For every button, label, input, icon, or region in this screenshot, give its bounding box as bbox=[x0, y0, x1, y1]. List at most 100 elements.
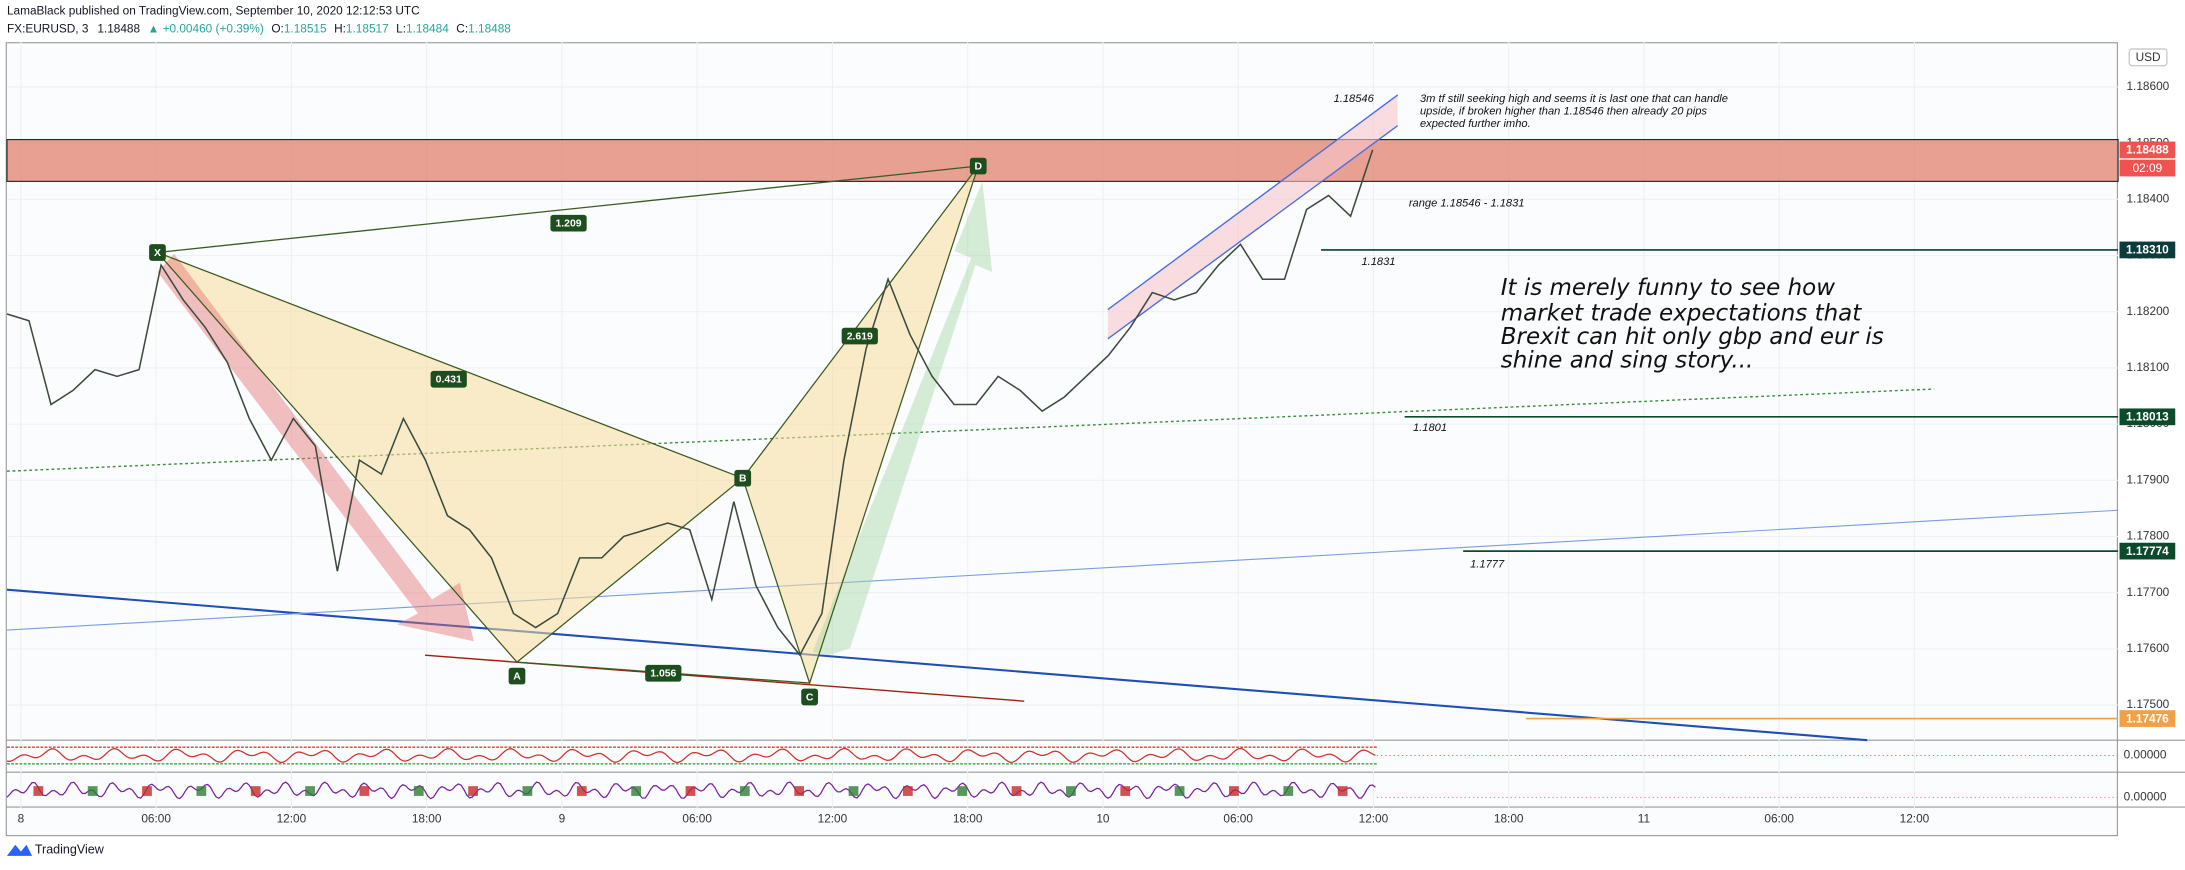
point-label: A bbox=[513, 672, 521, 683]
comment-line: It is merely funny to see how bbox=[1501, 275, 1835, 301]
y-tick-label: 1.18400 bbox=[2126, 191, 2169, 205]
channel-line bbox=[1107, 125, 1399, 340]
x-tick-label: 12:00 bbox=[818, 812, 848, 826]
point-label: C bbox=[806, 692, 814, 703]
countdown-box bbox=[2119, 159, 2176, 177]
o-label: O: bbox=[271, 22, 283, 36]
signal-box bbox=[468, 786, 478, 796]
grid bbox=[6, 42, 2119, 809]
point-box bbox=[508, 667, 526, 685]
x-tick-label: 18:00 bbox=[412, 812, 442, 826]
comment-line: Brexit can hit only gbp and eur is bbox=[1501, 324, 1884, 350]
signal-box bbox=[631, 786, 642, 796]
signal-box bbox=[794, 786, 805, 796]
signal-box bbox=[1337, 786, 1348, 796]
ratio-label: 2.619 bbox=[847, 332, 873, 343]
price-layer bbox=[6, 149, 2119, 720]
note-line: upside, if broken higher than 1.18546 th… bbox=[1420, 106, 1707, 118]
annotation: range 1.18546 - 1.1831 bbox=[1409, 198, 1525, 210]
pattern-xab bbox=[157, 252, 743, 663]
signal-box bbox=[1174, 786, 1185, 796]
y-tick-label: 1.18200 bbox=[2126, 304, 2169, 318]
y-tick-label: 1.18600 bbox=[2126, 79, 2169, 93]
note-line: 3m tf still seeking high and seems it is… bbox=[1420, 93, 1728, 105]
x-tick-label: 8 bbox=[18, 812, 25, 826]
channel-fill bbox=[1107, 94, 1398, 339]
signal-box bbox=[522, 786, 533, 796]
signal-box bbox=[1229, 786, 1239, 796]
countdown: 02:09 bbox=[2133, 161, 2163, 175]
price-label: 1.18013 bbox=[2126, 410, 2169, 424]
point-label: B bbox=[739, 474, 747, 485]
price-label: 1.17476 bbox=[2126, 711, 2169, 725]
x-tick-label: 18:00 bbox=[1494, 812, 1524, 826]
signal-box bbox=[359, 786, 370, 796]
signal-box bbox=[250, 786, 261, 796]
annotation: 1.1801 bbox=[1413, 422, 1447, 434]
signal-box bbox=[1066, 786, 1076, 796]
c-label: C: bbox=[456, 22, 468, 36]
point-label: D bbox=[974, 162, 982, 173]
symbol: FX:EURUSD, 3 1.18488 ▲ +0.00460 (+0.39%)… bbox=[7, 22, 511, 36]
price-label-box bbox=[2119, 542, 2176, 560]
indicator-tick-label: 0.00000 bbox=[2124, 789, 2167, 803]
trend-line bbox=[6, 509, 2119, 631]
ratio-label: 0.431 bbox=[436, 375, 462, 386]
x-tick-label: 11 bbox=[1638, 812, 1650, 826]
l-value: 1.18484 bbox=[406, 22, 449, 36]
signal-box bbox=[739, 786, 750, 796]
point-box bbox=[969, 157, 987, 175]
comment-line: shine and sing story... bbox=[1501, 348, 1754, 374]
signal-box bbox=[957, 786, 968, 796]
signal-box bbox=[33, 786, 44, 796]
ratio-box bbox=[550, 214, 587, 232]
signal-box bbox=[576, 786, 587, 796]
signal-box bbox=[1120, 786, 1131, 796]
ratio-label: 1.209 bbox=[555, 219, 581, 230]
signal-box bbox=[848, 786, 859, 796]
publisher: LamaBlack published on TradingView.com, … bbox=[7, 4, 420, 18]
branding: TradingView bbox=[35, 843, 105, 857]
price-line bbox=[6, 149, 1374, 657]
price-label: 1.18488 bbox=[2126, 143, 2169, 157]
y-tick-label: 1.17900 bbox=[2126, 472, 2169, 486]
x-tick-label: 12:00 bbox=[1900, 812, 1930, 826]
signal-box bbox=[196, 786, 207, 796]
ratio-label: 1.056 bbox=[650, 669, 676, 680]
price-label-box bbox=[2119, 141, 2176, 159]
c-value: 1.18488 bbox=[468, 22, 511, 36]
signal-box bbox=[1283, 786, 1294, 796]
price-label: 1.17774 bbox=[2126, 544, 2169, 558]
signal-box bbox=[902, 786, 913, 796]
logo bbox=[6, 844, 33, 856]
price-label-box bbox=[2119, 408, 2176, 426]
y-tick-label: 1.17800 bbox=[2126, 529, 2169, 543]
ratio-box bbox=[645, 664, 682, 682]
price-label: 1.18310 bbox=[2126, 243, 2169, 257]
currency: USD bbox=[2136, 50, 2161, 64]
x-tick-label: 06:00 bbox=[682, 812, 712, 826]
y-tick-label: 1.18100 bbox=[2126, 360, 2169, 374]
note-line: expected further imho. bbox=[1420, 118, 1531, 130]
trend-line bbox=[6, 588, 1868, 742]
pattern-leg bbox=[157, 251, 743, 479]
x-tick-label: 18:00 bbox=[953, 812, 983, 826]
y-tick-label: 1.17500 bbox=[2126, 697, 2169, 711]
annotation: 1.1831 bbox=[1361, 256, 1395, 268]
signal-box bbox=[685, 786, 696, 796]
supply-zone bbox=[6, 139, 2119, 182]
pattern-bcd bbox=[742, 166, 979, 684]
currency-box bbox=[2128, 48, 2168, 67]
signal-box bbox=[413, 786, 424, 796]
oscillator bbox=[6, 748, 1376, 763]
point-box bbox=[149, 244, 166, 261]
last: 1.18488 bbox=[97, 22, 140, 36]
signal-box bbox=[1011, 786, 1022, 796]
point-label: X bbox=[154, 248, 161, 259]
x-tick-label: 06:00 bbox=[1764, 812, 1794, 826]
point-box bbox=[801, 688, 818, 706]
x-tick-label: 10 bbox=[1096, 812, 1110, 826]
x-tick-label: 06:00 bbox=[141, 812, 171, 826]
